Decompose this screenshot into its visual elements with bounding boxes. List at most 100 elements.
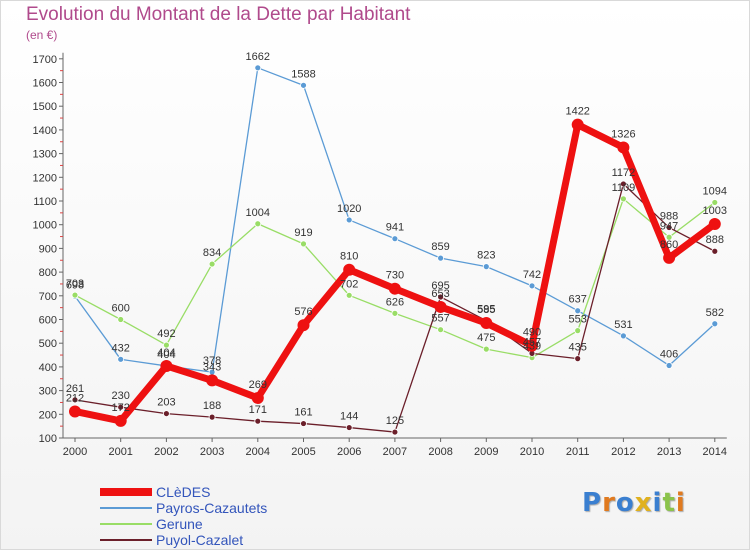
data-point — [482, 345, 490, 353]
data-point — [437, 293, 445, 301]
data-label: 557 — [431, 313, 449, 325]
chart-legend: CLèDES Payros-Cazautets Gerune Puyol-Caz… — [100, 484, 267, 548]
data-point — [300, 240, 307, 248]
data-label: 834 — [203, 247, 221, 259]
data-label: 695 — [431, 280, 449, 292]
data-label: 171 — [249, 404, 267, 416]
data-label: 230 — [112, 390, 130, 402]
logo-letter: t — [662, 488, 676, 518]
data-label: 1326 — [611, 128, 635, 140]
y-tick-label: 400 — [39, 362, 57, 374]
data-point — [388, 282, 401, 295]
y-tick-label: 1600 — [33, 78, 57, 90]
data-point — [300, 81, 307, 89]
data-label: 404 — [157, 347, 175, 359]
legend-swatch — [100, 507, 152, 509]
data-label: 859 — [431, 241, 449, 253]
data-label: 161 — [294, 407, 312, 419]
data-label: 1172 — [612, 167, 636, 179]
data-point — [300, 420, 307, 427]
y-tick-label: 1500 — [33, 101, 57, 113]
logo-letter: r — [602, 488, 616, 518]
line-chart: 100 200 300 400 500 600 700 800 900 1000 1100 1200 1… — [33, 51, 728, 458]
legend-swatch — [100, 539, 152, 541]
data-label: 435 — [569, 342, 587, 354]
y-tick-label: 1100 — [33, 196, 57, 208]
data-point — [117, 316, 125, 323]
y-tick-label: 800 — [39, 267, 57, 279]
data-point — [71, 396, 79, 404]
data-label: 261 — [66, 383, 84, 395]
data-point — [574, 307, 582, 315]
data-point — [254, 220, 262, 228]
x-tick-label: 2008 — [428, 446, 452, 458]
data-point — [162, 341, 170, 349]
data-label: 1662 — [246, 51, 270, 63]
data-label: 941 — [386, 222, 404, 234]
data-label: 600 — [112, 303, 130, 315]
data-point — [208, 260, 216, 268]
logo-letter: x — [634, 488, 653, 518]
x-tick-label: 2005 — [291, 446, 315, 458]
data-label: 703 — [66, 278, 84, 290]
legend-item-cledes: CLèDES — [100, 484, 267, 500]
data-label: 343 — [203, 361, 221, 373]
logo-letter: o — [615, 488, 635, 518]
data-label: 203 — [157, 397, 175, 409]
data-point — [708, 217, 721, 230]
y-tick-label: 600 — [39, 315, 57, 327]
legend-label: Payros-Cazautets — [156, 500, 268, 516]
data-point — [620, 332, 627, 340]
data-label: 702 — [340, 278, 358, 290]
legend-label: Puyol-Cazalet — [156, 532, 244, 548]
x-tick-label: 2007 — [383, 446, 407, 458]
proxiti-logo: Proxiti — [582, 488, 686, 518]
data-point — [345, 291, 353, 299]
legend-item-payros-cazautets: Payros-Cazautets — [100, 500, 267, 516]
data-label: 439 — [523, 341, 541, 353]
data-label: 582 — [706, 307, 724, 319]
data-label: 432 — [112, 342, 130, 354]
x-tick-label: 2009 — [474, 446, 498, 458]
y-tick-label: 900 — [39, 243, 57, 255]
logo-letter: P — [582, 488, 603, 518]
legend-swatch — [100, 488, 152, 496]
data-label: 378 — [203, 355, 221, 367]
y-tick-label: 300 — [39, 386, 57, 398]
data-point — [69, 405, 81, 418]
data-point — [254, 417, 262, 425]
data-label: 531 — [614, 319, 632, 331]
data-point — [665, 233, 673, 241]
chart-title: Evolution du Montant de la Dette par Hab… — [26, 4, 411, 25]
data-label: 492 — [157, 328, 175, 340]
data-label: 457 — [523, 336, 541, 348]
data-label: 1003 — [703, 205, 727, 217]
data-label: 637 — [569, 294, 587, 306]
data-point — [206, 374, 219, 387]
data-point — [434, 300, 447, 313]
data-label: 172 — [112, 402, 130, 414]
data-label: 1109 — [612, 182, 636, 194]
data-point — [117, 355, 125, 363]
data-point — [665, 224, 673, 231]
data-point — [437, 326, 445, 334]
data-point — [574, 355, 582, 363]
data-point — [114, 414, 127, 427]
data-point — [391, 309, 399, 317]
data-point — [711, 199, 719, 206]
x-tick-label: 2014 — [703, 446, 727, 458]
x-tick-label: 2002 — [154, 446, 178, 458]
data-label: 1094 — [703, 185, 727, 197]
logo-letter: i — [675, 488, 686, 518]
data-label: 1004 — [246, 207, 270, 219]
y-tick-label: 1700 — [33, 54, 57, 66]
data-label: 404 — [157, 349, 175, 361]
x-tick-label: 2013 — [657, 446, 681, 458]
data-point — [208, 413, 216, 421]
data-label: 860 — [660, 239, 678, 251]
y-tick-label: 1300 — [33, 149, 57, 161]
data-label: 490 — [523, 327, 541, 339]
data-label: 125 — [386, 415, 404, 427]
data-label: 823 — [477, 250, 495, 262]
data-label: 1422 — [565, 106, 589, 118]
